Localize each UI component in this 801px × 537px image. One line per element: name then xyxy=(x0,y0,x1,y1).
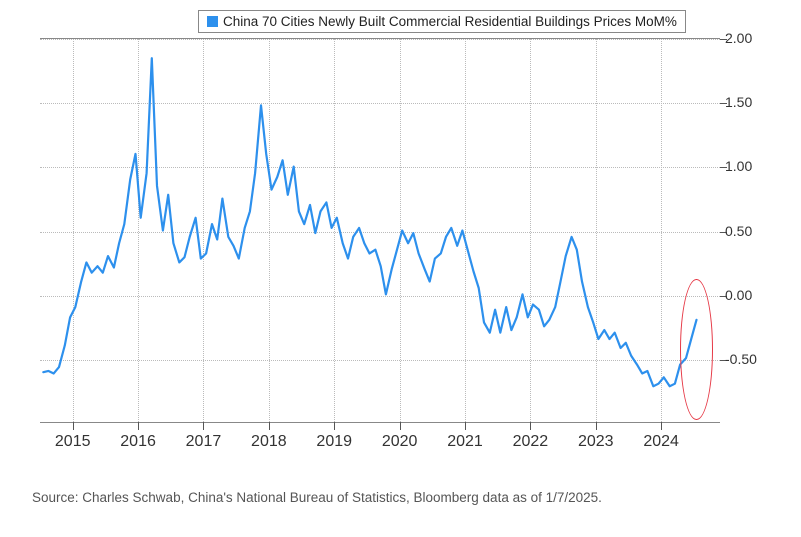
ytick-label: 2.00 xyxy=(725,30,752,46)
plot-area xyxy=(40,38,720,423)
legend-label: China 70 Cities Newly Built Commercial R… xyxy=(223,14,677,29)
tick-mark xyxy=(334,422,335,430)
tick-mark xyxy=(465,422,466,430)
ytick-label: 1.00 xyxy=(725,158,752,174)
legend-swatch xyxy=(207,16,218,27)
tick-mark xyxy=(596,422,597,430)
xtick-label: 2017 xyxy=(186,433,222,451)
chart-container: China 70 Cities Newly Built Commercial R… xyxy=(30,10,770,450)
tick-mark xyxy=(73,422,74,430)
xtick-label: 2019 xyxy=(316,433,352,451)
xtick-label: 2016 xyxy=(120,433,156,451)
line-series xyxy=(40,39,720,422)
tick-mark xyxy=(530,422,531,430)
tick-mark xyxy=(661,422,662,430)
xtick-label: 2024 xyxy=(643,433,679,451)
tick-mark xyxy=(138,422,139,430)
xtick-label: 2021 xyxy=(447,433,483,451)
ytick-label: 1.50 xyxy=(725,94,752,110)
legend: China 70 Cities Newly Built Commercial R… xyxy=(198,10,686,33)
tick-mark xyxy=(203,422,204,430)
ytick-label: -0.50 xyxy=(725,351,757,367)
tick-mark xyxy=(400,422,401,430)
ytick-label: 0.50 xyxy=(725,223,752,239)
source-note: Source: Charles Schwab, China's National… xyxy=(32,490,602,505)
xtick-label: 2015 xyxy=(55,433,91,451)
highlight-ellipse xyxy=(680,279,713,420)
xtick-label: 2020 xyxy=(382,433,418,451)
ytick-label: 0.00 xyxy=(725,287,752,303)
tick-mark xyxy=(269,422,270,430)
xtick-label: 2018 xyxy=(251,433,287,451)
xtick-label: 2023 xyxy=(578,433,614,451)
xtick-label: 2022 xyxy=(513,433,549,451)
